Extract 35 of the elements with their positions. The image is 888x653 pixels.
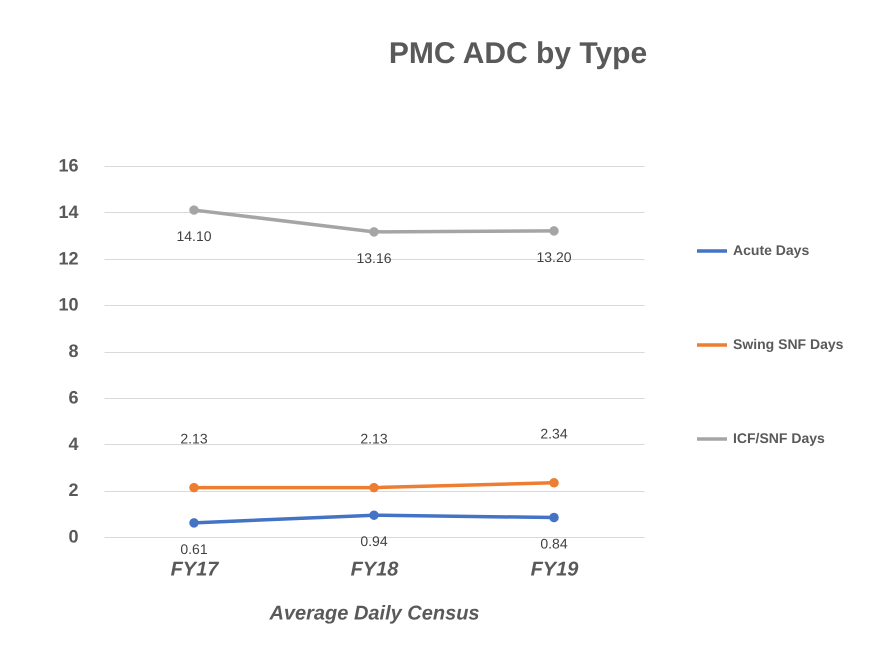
legend-label: Acute Days [733, 242, 810, 258]
data-label: 2.13 [360, 430, 388, 447]
y-tick-label: 16 [58, 156, 78, 176]
y-tick-label: 14 [58, 202, 78, 222]
legend-label: Swing SNF Days [733, 336, 844, 352]
data-label: 0.61 [180, 540, 208, 557]
point [549, 478, 559, 488]
y-tick-label: 0 [68, 526, 78, 546]
y-tick-label: 8 [68, 341, 78, 361]
x-tick-label: FY19 [530, 558, 580, 580]
data-label: 14.10 [176, 228, 212, 244]
data-label: 13.16 [356, 250, 392, 266]
y-tick-label: 10 [58, 294, 78, 315]
point [189, 518, 199, 528]
data-label: 2.34 [540, 426, 568, 442]
legend-label: ICF/SNF Days [733, 430, 826, 446]
point [549, 226, 559, 236]
data-label: 13.20 [536, 248, 572, 265]
data-label: 2.13 [180, 430, 208, 447]
point [549, 512, 559, 522]
x-tick-label: FY17 [170, 558, 220, 580]
point [369, 227, 379, 237]
x-tick-label: FY18 [350, 558, 400, 580]
chart-title: PMC ADC by Type [388, 37, 648, 70]
data-label: 0.84 [540, 536, 568, 552]
y-tick-label: 12 [58, 248, 78, 268]
data-label: 0.94 [360, 533, 388, 550]
point [369, 482, 379, 492]
y-tick-label: 4 [68, 434, 78, 454]
x-axis-title: Average Daily Census [268, 602, 480, 624]
point [369, 510, 379, 520]
point [189, 205, 199, 215]
y-tick-label: 2 [68, 480, 78, 500]
y-tick-label: 6 [68, 387, 78, 408]
point [189, 482, 199, 492]
